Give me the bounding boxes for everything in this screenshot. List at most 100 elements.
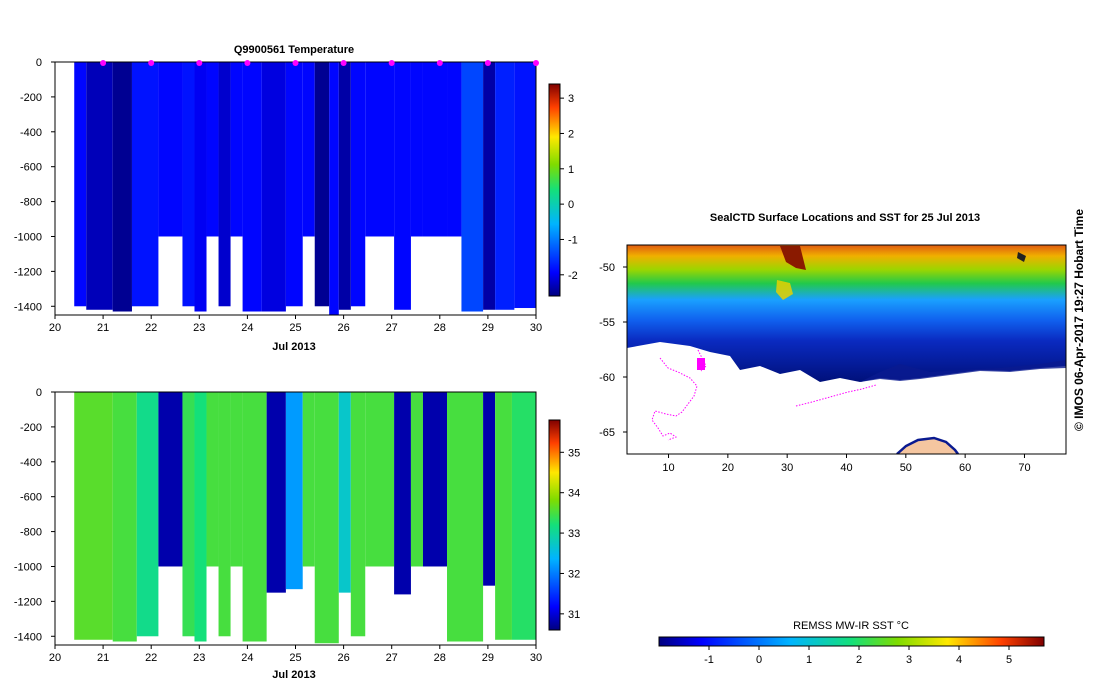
- surface-marker: [436, 60, 443, 66]
- map-y-tick-label: -50: [599, 262, 615, 274]
- profile-cell: [314, 392, 339, 644]
- salinity-profiles: [74, 392, 536, 644]
- colorbar-tick-label: 1: [568, 164, 574, 176]
- profile-cell: [365, 62, 395, 237]
- sst-colorbar-ticks: -1 0 1 2 3 4 5: [704, 646, 1012, 666]
- map-x-tick-label: 70: [1018, 462, 1030, 474]
- sst-ocean: [627, 245, 1066, 382]
- x-tick-label: 30: [530, 652, 542, 664]
- profile-cell: [483, 62, 496, 310]
- map-x-tick-label: 60: [959, 462, 971, 474]
- surface-marker: [533, 60, 539, 66]
- seal-track: [651, 357, 698, 441]
- x-tick-label: 27: [386, 322, 398, 334]
- colorbar-tick-label: 35: [568, 447, 580, 459]
- surface-marker: [292, 60, 299, 66]
- profile-cell: [410, 392, 423, 567]
- profile-cell: [495, 392, 512, 640]
- y-tick-label: -1000: [14, 231, 42, 243]
- profile-cell: [194, 392, 207, 642]
- profile-cell: [266, 392, 286, 593]
- x-tick-label: 26: [337, 652, 349, 664]
- x-tick-label: 22: [145, 652, 157, 664]
- surface-marker: [148, 60, 155, 66]
- profile-cell: [182, 62, 195, 307]
- temperature-colorbar: [548, 83, 561, 297]
- profile-cell: [422, 62, 448, 237]
- profile-cell: [314, 62, 330, 307]
- profile-cell: [182, 392, 195, 637]
- profile-cell: [338, 392, 351, 593]
- kerguelen-island: [1017, 252, 1026, 262]
- map-y-tick-label: -55: [599, 317, 615, 329]
- x-tick-label: 23: [193, 322, 205, 334]
- salinity-xlabel: Jul 2013: [272, 669, 315, 681]
- sst-colorbar-tick-label: 2: [856, 654, 862, 666]
- y-tick-label: -200: [20, 92, 42, 104]
- x-tick-label: 24: [241, 322, 253, 334]
- colorbar-tick-label: 0: [568, 199, 574, 211]
- y-tick-label: -1200: [14, 266, 42, 278]
- temperature-title: Q9900561 Temperature: [234, 44, 354, 56]
- sst-colorbar-tick-label: 5: [1006, 654, 1012, 666]
- profile-cell: [302, 62, 315, 237]
- y-tick-label: 0: [36, 57, 42, 69]
- profile-cell: [338, 62, 351, 310]
- colorbar-tick-label: 2: [568, 128, 574, 140]
- map-x-tick-label: 20: [722, 462, 734, 474]
- profile-cell: [495, 62, 515, 310]
- map-x-tick-label: 50: [900, 462, 912, 474]
- y-tick-label: -600: [20, 492, 42, 504]
- warm-filament: [776, 280, 793, 300]
- profile-cell: [461, 62, 484, 312]
- surface-marker: [340, 60, 347, 66]
- colorbar-tick-label: 34: [568, 488, 580, 500]
- map-y-tick-label: -65: [599, 427, 615, 439]
- profile-cell: [410, 62, 423, 237]
- y-tick-label: -800: [20, 527, 42, 539]
- colorbar-tick-label: 33: [568, 528, 580, 540]
- profile-cell: [242, 392, 267, 642]
- profile-cell: [483, 392, 496, 586]
- x-tick-label: 21: [97, 322, 109, 334]
- x-tick-label: 23: [193, 652, 205, 664]
- x-tick-label: 20: [49, 652, 61, 664]
- map-title: SealCTD Surface Locations and SST for 25…: [710, 212, 980, 224]
- profile-cell: [131, 62, 159, 307]
- x-tick-label: 29: [482, 322, 494, 334]
- y-tick-label: -1000: [14, 561, 42, 573]
- x-tick-label: 21: [97, 652, 109, 664]
- imos-credit: © IMOS 06-Apr-2017 19:27 Hobart Time: [1072, 209, 1086, 431]
- y-tick-label: -800: [20, 197, 42, 209]
- profile-cell: [394, 62, 411, 310]
- profile-cell: [261, 62, 286, 312]
- profile-cell: [136, 392, 159, 637]
- y-tick-label: -200: [20, 422, 42, 434]
- sst-colorbar-tick-label: -1: [704, 654, 714, 666]
- colorbar-tick-label: 32: [568, 568, 580, 580]
- profile-cell: [74, 62, 87, 307]
- x-tick-label: 29: [482, 652, 494, 664]
- y-tick-label: -400: [20, 457, 42, 469]
- seal-tracks: [651, 349, 877, 441]
- map-x-tick-label: 40: [840, 462, 852, 474]
- colorbar-tick-label: 3: [568, 93, 574, 105]
- surface-marker: [388, 60, 395, 66]
- x-tick-label: 24: [241, 652, 253, 664]
- x-tick-label: 28: [434, 652, 446, 664]
- x-tick-label: 20: [49, 322, 61, 334]
- profile-cell: [422, 392, 448, 567]
- profile-cell: [158, 392, 183, 567]
- profile-cell: [230, 62, 243, 237]
- sst-colorbar-tick-label: 3: [906, 654, 912, 666]
- colorbar-tick-label: 31: [568, 609, 580, 621]
- profile-cell: [242, 62, 262, 312]
- profile-cell: [206, 392, 219, 567]
- seal-surface-cluster: [697, 358, 705, 370]
- x-tick-label: 28: [434, 322, 446, 334]
- profile-cell: [350, 392, 366, 637]
- sst-field: [627, 245, 1066, 454]
- warm-core-eddy: [780, 246, 806, 270]
- sst-colorbar: [658, 636, 1045, 647]
- surface-marker: [244, 60, 251, 66]
